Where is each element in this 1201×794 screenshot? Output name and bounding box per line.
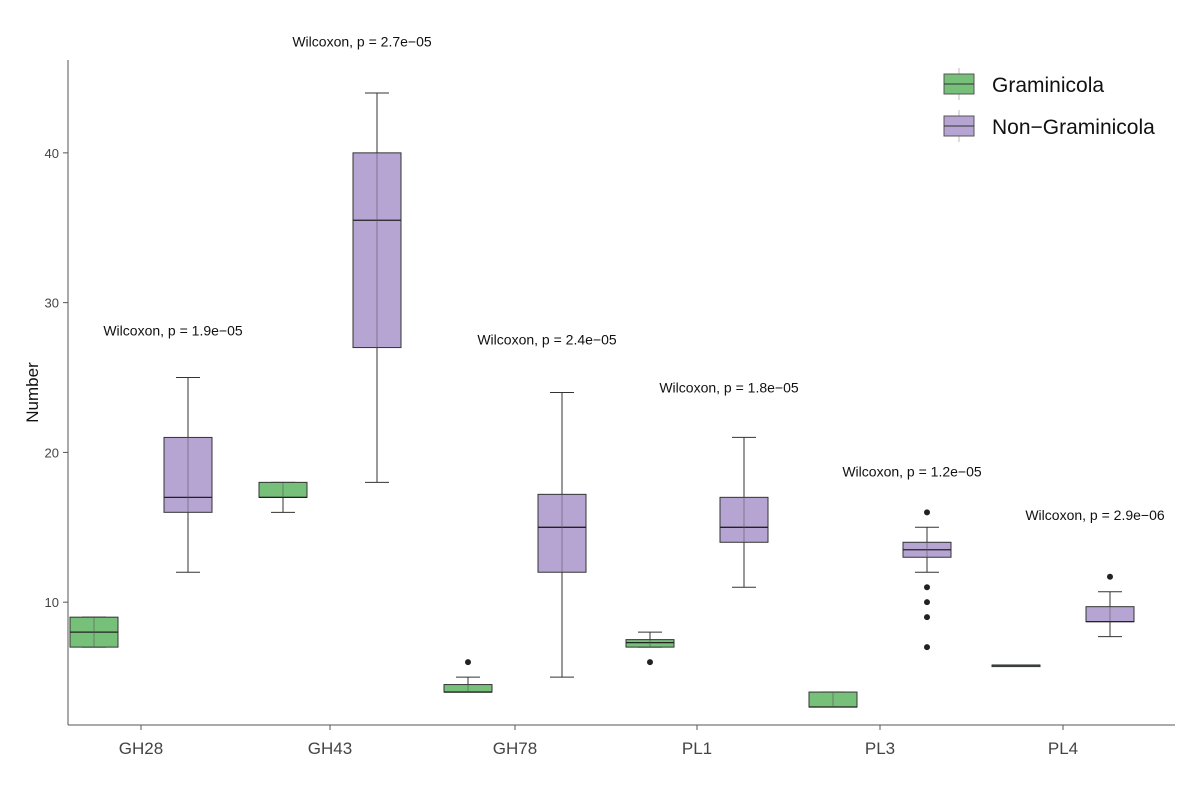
legend-label: Graminicola	[992, 74, 1104, 97]
outlier-point	[924, 599, 930, 606]
box-gh28-graminicola	[69, 616, 119, 648]
axes: 10 20 30 40 GH28 GH43 GH78 PL1 PL3 PL4 Number	[23, 60, 1175, 758]
legend-label: Non−Graminicola	[992, 116, 1155, 139]
box-pl3-graminicola	[808, 691, 858, 708]
box-gh43-non-graminicola	[352, 92, 402, 483]
y-axis-label: Number	[23, 362, 42, 423]
outlier-point	[647, 659, 653, 666]
box-pl3-non-graminicola	[902, 509, 952, 651]
outlier-point	[924, 644, 930, 651]
box-gh43-graminicola	[258, 481, 308, 513]
box-gh78-non-graminicola	[537, 392, 587, 678]
box-gh78-graminicola	[443, 659, 493, 693]
y-tick-label: 40	[45, 146, 59, 161]
y-tick-label: 20	[45, 445, 59, 460]
wilcoxon-annotation: Wilcoxon, p = 1.2e−05	[842, 463, 982, 479]
wilcoxon-annotation: Wilcoxon, p = 2.9e−06	[1025, 507, 1165, 523]
x-tick-label: PL3	[865, 739, 895, 758]
x-tick-label: GH43	[308, 739, 352, 758]
outlier-point	[924, 509, 930, 516]
box-pl1-non-graminicola	[719, 436, 769, 588]
wilcoxon-annotation: Wilcoxon, p = 1.9e−05	[103, 323, 243, 339]
box-pl1-graminicola	[625, 631, 675, 666]
outlier-point	[465, 659, 471, 666]
wilcoxon-annotation: Wilcoxon, p = 2.4e−05	[477, 332, 617, 348]
x-tick-label: GH28	[119, 739, 163, 758]
annotations: Wilcoxon, p = 1.9e−05 Wilcoxon, p = 2.7e−…	[103, 34, 1165, 523]
wilcoxon-annotation: Wilcoxon, p = 2.7e−05	[292, 34, 432, 50]
outlier-point	[924, 614, 930, 621]
y-tick-label: 30	[45, 296, 59, 311]
x-tick-label: GH78	[493, 739, 537, 758]
x-tick-label: PL1	[682, 739, 712, 758]
box-pl4-non-graminicola	[1085, 573, 1135, 638]
y-tick-label: 10	[45, 595, 59, 610]
legend: Graminicola Non−Graminicola	[943, 68, 1155, 142]
box-pl4-graminicola	[991, 664, 1041, 668]
wilcoxon-annotation: Wilcoxon, p = 1.8e−05	[659, 380, 799, 396]
outlier-point	[1107, 573, 1113, 580]
boxes	[69, 92, 1135, 708]
outlier-point	[924, 584, 930, 591]
box-gh28-non-graminicola	[163, 377, 213, 573]
x-tick-label: PL4	[1048, 739, 1078, 758]
